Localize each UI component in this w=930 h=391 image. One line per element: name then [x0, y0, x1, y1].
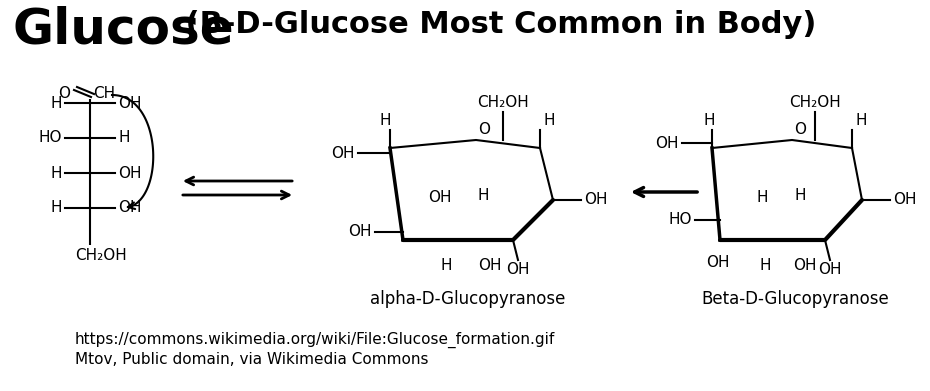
Text: OH: OH — [118, 201, 141, 215]
Text: OH: OH — [331, 145, 355, 160]
Text: Glucose: Glucose — [12, 5, 233, 53]
Text: CH₂OH: CH₂OH — [790, 95, 841, 110]
Text: alpha-D-Glucopyranose: alpha-D-Glucopyranose — [370, 290, 565, 308]
Text: HO: HO — [38, 131, 62, 145]
Text: H: H — [703, 113, 715, 128]
Text: OH: OH — [818, 262, 842, 277]
Text: CH: CH — [93, 86, 115, 101]
Text: H: H — [118, 131, 129, 145]
Text: OH: OH — [893, 192, 916, 208]
Text: OH: OH — [118, 165, 141, 181]
Text: OH: OH — [706, 255, 730, 270]
Text: H: H — [543, 113, 554, 128]
Text: OH: OH — [118, 95, 141, 111]
Text: Mtov, Public domain, via Wikimedia Commons: Mtov, Public domain, via Wikimedia Commo… — [75, 352, 429, 367]
Text: OH: OH — [656, 136, 679, 151]
Text: H: H — [50, 95, 62, 111]
Text: CH₂OH: CH₂OH — [477, 95, 529, 110]
Text: O: O — [478, 122, 490, 137]
Text: H: H — [440, 258, 452, 273]
Text: H: H — [756, 190, 768, 206]
Text: OH: OH — [506, 262, 530, 277]
Text: OH: OH — [349, 224, 372, 240]
Text: H: H — [477, 188, 489, 203]
Text: (B-D-Glucose Most Common in Body): (B-D-Glucose Most Common in Body) — [175, 10, 817, 39]
Text: H: H — [379, 113, 391, 128]
Text: OH: OH — [428, 190, 452, 206]
Text: OH: OH — [478, 258, 502, 273]
Text: H: H — [794, 188, 805, 203]
Text: https://commons.wikimedia.org/wiki/File:Glucose_formation.gif: https://commons.wikimedia.org/wiki/File:… — [75, 332, 555, 348]
Text: OH: OH — [584, 192, 607, 208]
Text: H: H — [50, 201, 62, 215]
Text: O: O — [58, 86, 70, 101]
Text: OH: OH — [793, 258, 817, 273]
Text: O: O — [794, 122, 806, 137]
Text: CH₂OH: CH₂OH — [75, 248, 126, 263]
Text: Beta-D-Glucopyranose: Beta-D-Glucopyranose — [701, 290, 889, 308]
Text: H: H — [50, 165, 62, 181]
Text: H: H — [855, 113, 867, 128]
Text: H: H — [759, 258, 771, 273]
Text: HO: HO — [669, 212, 692, 228]
